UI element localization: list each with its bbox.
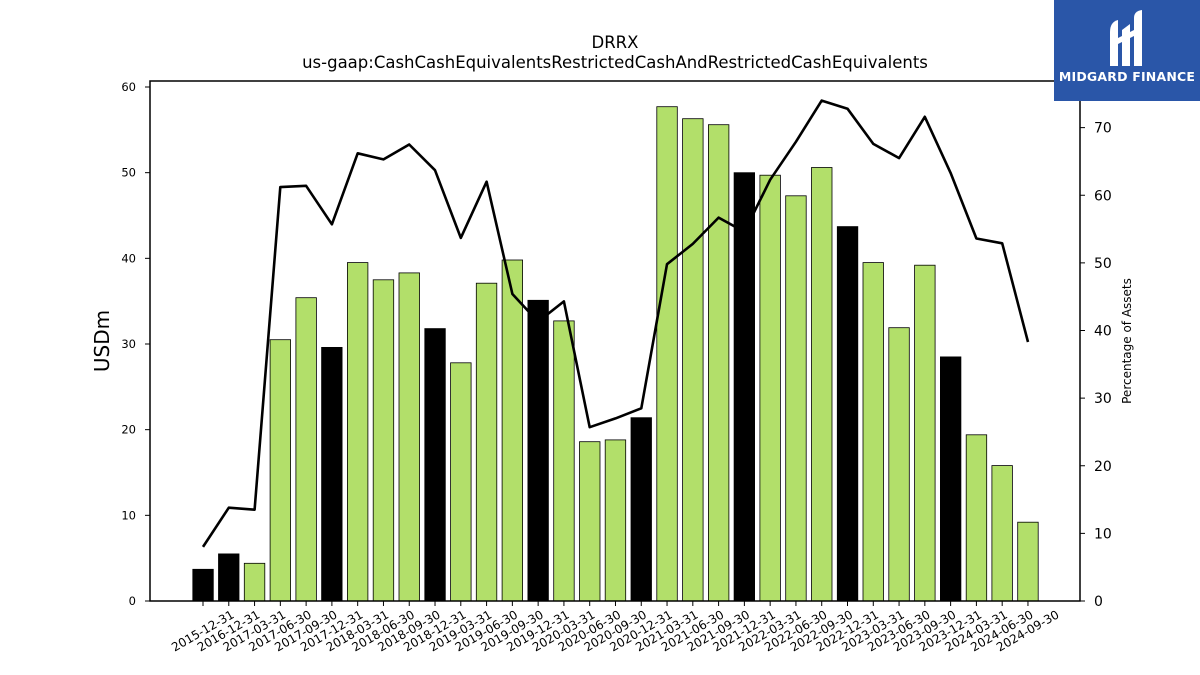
bar: [682, 118, 704, 602]
bar: [888, 327, 910, 602]
bar: [475, 282, 498, 602]
y-axis-label: USDm: [90, 310, 114, 372]
y2-tick-label: 70: [1094, 121, 1112, 137]
y-tick-label: 40: [121, 251, 136, 265]
bar: [862, 262, 884, 602]
bar: [450, 362, 472, 602]
bar: [991, 465, 1013, 602]
y-tick-label: 10: [121, 508, 136, 522]
y-axis-right: 0 10 20 30 40 50 60 70: [1080, 121, 1112, 610]
bar: [295, 297, 317, 602]
bar: [321, 346, 343, 602]
bar: [243, 562, 266, 602]
bar: [218, 553, 240, 602]
bar: [785, 195, 807, 602]
bar: [940, 356, 962, 602]
bar: [398, 272, 420, 602]
bar: [1017, 521, 1039, 602]
y-axis-left: 0 10 20 30 40 50 60: [121, 80, 150, 608]
bar: [346, 262, 369, 602]
bar: [811, 167, 833, 602]
line-group: [201, 99, 1030, 548]
y-tick-label: 0: [129, 594, 136, 608]
y-tick-label: 20: [121, 423, 136, 437]
bar: [836, 226, 859, 602]
y2-tick-label: 30: [1094, 391, 1112, 407]
bar: [914, 264, 936, 602]
y2-tick-label: 20: [1094, 459, 1112, 475]
chart-subtitle: us-gaap:CashCashEquivalentsRestrictedCas…: [302, 53, 928, 72]
x-axis: 2015-12-312016-12-312017-03-312017-06-30…: [169, 601, 1061, 654]
bar: [965, 434, 988, 602]
y2-tick-label: 60: [1094, 188, 1112, 204]
y2-axis-label: Percentage of Assets: [1120, 278, 1134, 404]
bar: [527, 299, 549, 602]
bar: [733, 172, 755, 602]
logo: MIDGARD FINANCE: [1054, 0, 1200, 101]
bar: [269, 339, 292, 602]
chart-title: DRRX: [592, 33, 639, 52]
bar: [759, 174, 781, 602]
line-series: [201, 99, 1030, 548]
bar: [579, 441, 601, 602]
bar: [372, 279, 395, 602]
y2-tick-label: 40: [1094, 324, 1112, 340]
bar: [708, 124, 730, 602]
bar-group: [192, 106, 1039, 602]
bar: [192, 568, 214, 602]
y-tick-label: 50: [121, 166, 136, 180]
y2-tick-label: 10: [1094, 526, 1112, 542]
bar: [501, 259, 524, 602]
bar: [604, 439, 627, 602]
y2-tick-label: 0: [1094, 594, 1103, 610]
y-tick-label: 30: [121, 337, 136, 351]
bar: [656, 106, 678, 602]
bar: [424, 328, 446, 602]
y2-tick-label: 50: [1094, 256, 1112, 272]
bar: [630, 417, 652, 602]
y-tick-label: 60: [121, 80, 136, 94]
bar: [553, 320, 575, 602]
logo-mark-icon: [1110, 10, 1142, 66]
logo-text: MIDGARD FINANCE: [1058, 69, 1196, 84]
